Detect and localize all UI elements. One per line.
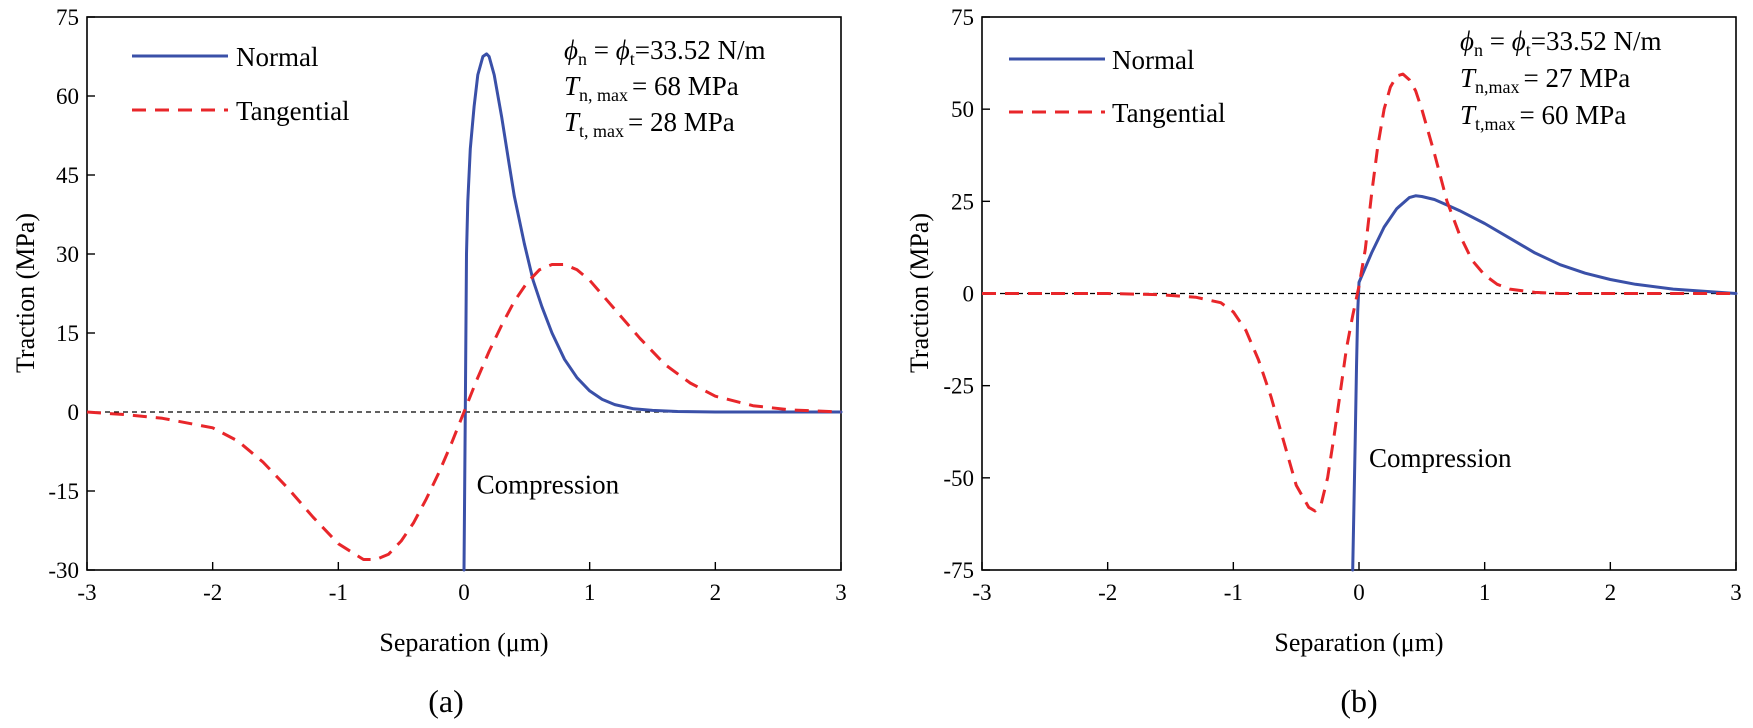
series-normal-line — [462, 52, 843, 572]
legend-label-tangential: Tangential — [236, 96, 350, 126]
y-tick-label: 30 — [56, 242, 79, 267]
y-axis: -75 -50 -25 0 25 50 75 — [943, 5, 990, 583]
x-tick-label: 1 — [584, 580, 596, 605]
legend-label-normal: Normal — [1112, 45, 1194, 75]
y-tick-label: 45 — [56, 163, 79, 188]
legend-label-normal: Normal — [236, 42, 318, 72]
x-tick-label: 3 — [835, 580, 847, 605]
phi-equation: ϕn = ϕt=33.52 N/m — [564, 35, 765, 69]
series-tangential-line — [982, 72, 1736, 513]
x-tick-label: -2 — [1098, 580, 1117, 605]
phi-equation: ϕn = ϕt=33.52 N/m — [1460, 26, 1661, 60]
y-tick-label: 50 — [951, 97, 974, 122]
x-axis-title: Separation (μm) — [1274, 628, 1443, 657]
y-tick-label: -30 — [48, 558, 79, 583]
y-tick-label: -25 — [943, 374, 974, 399]
y-tick-label: 75 — [951, 5, 974, 30]
panel-a: -30 -15 0 15 30 45 60 75 -3 -2 -1 0 1 2 3 Separation … — [11, 5, 847, 719]
x-tick-label: 2 — [1605, 580, 1617, 605]
x-tick-label: 2 — [710, 580, 722, 605]
y-tick-label: 60 — [56, 84, 79, 109]
x-tick-label: -1 — [329, 580, 348, 605]
y-axis-title: Traction (MPa) — [11, 213, 40, 373]
series-tangential-line — [86, 263, 842, 561]
y-axis: -30 -15 0 15 30 45 60 75 — [48, 5, 95, 583]
compression-annotation: Compression — [1369, 443, 1512, 473]
x-axis: -3 -2 -1 0 1 2 3 — [972, 562, 1742, 605]
legend-label-tangential: Tangential — [1112, 98, 1226, 128]
panel-b: -75 -50 -25 0 25 50 75 -3 -2 -1 0 1 2 3 Separation (… — [905, 5, 1742, 719]
x-tick-label: -1 — [1224, 580, 1243, 605]
x-axis: -3 -2 -1 0 1 2 3 — [77, 562, 847, 605]
y-axis-title: Traction (MPa) — [905, 213, 934, 373]
series-normal-line — [1351, 194, 1738, 572]
y-tick-label: -15 — [48, 479, 79, 504]
tn-max-equation: Tn, max = 68 MPa — [564, 71, 739, 105]
tt-max-equation: Tt,max = 60 MPa — [1460, 100, 1626, 134]
series-layer — [982, 72, 1738, 572]
x-axis-title: Separation (μm) — [379, 628, 548, 657]
parameter-box: ϕn = ϕt=33.52 N/m Tn,max = 27 MPa Tt,max =… — [1460, 26, 1661, 134]
legend: Normal Tangential — [132, 42, 350, 126]
x-tick-label: 3 — [1730, 580, 1742, 605]
parameter-box: ϕn = ϕt=33.52 N/m Tn, max = 68 MPa Tt, ma… — [564, 35, 765, 141]
series-layer — [86, 52, 843, 572]
y-tick-label: -50 — [943, 466, 974, 491]
y-tick-label: -75 — [943, 558, 974, 583]
x-tick-label: 1 — [1479, 580, 1491, 605]
x-tick-label: -2 — [203, 580, 222, 605]
x-tick-label: 0 — [1353, 580, 1365, 605]
y-tick-label: 15 — [56, 321, 79, 346]
y-tick-label: 25 — [951, 189, 974, 214]
x-tick-label: -3 — [972, 580, 991, 605]
panel-label-a: (a) — [428, 683, 464, 719]
tn-max-equation: Tn,max = 27 MPa — [1460, 63, 1630, 97]
y-tick-label: 75 — [56, 5, 79, 30]
panel-label-b: (b) — [1340, 683, 1377, 719]
compression-annotation: Compression — [477, 470, 620, 500]
y-tick-label: 0 — [963, 282, 975, 307]
tt-max-equation: Tt, max = 28 MPa — [564, 107, 735, 141]
x-tick-label: 0 — [458, 580, 470, 605]
y-tick-label: 0 — [68, 400, 80, 425]
legend: Normal Tangential — [1009, 45, 1226, 128]
x-tick-label: -3 — [77, 580, 96, 605]
